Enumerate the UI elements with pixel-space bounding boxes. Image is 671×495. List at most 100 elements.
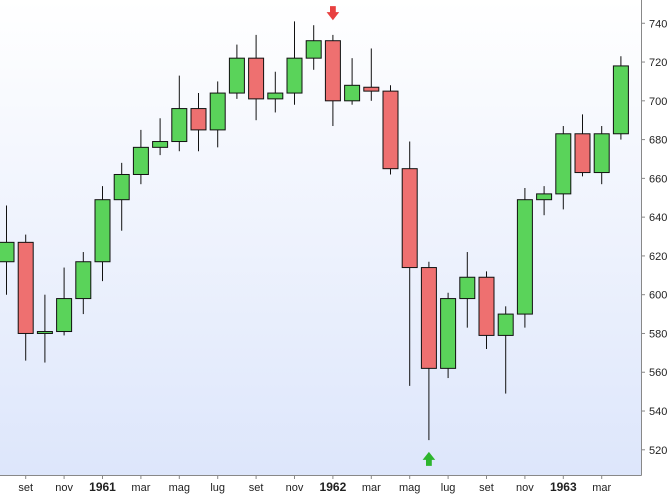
candle-1962-11 [516,188,533,328]
candle-body-down [363,86,380,92]
y-tick-label: 600 [649,290,667,302]
candle-1960-09 [17,234,34,361]
candle-1961-06 [190,93,207,152]
x-tick-label: 1963 [550,480,577,494]
candle-1961-10 [267,71,284,113]
candle-body-up [593,133,610,174]
candle-body-up [459,276,476,300]
x-axis: set nov 1961 mar mag lug set nov 1962 mar mag lug se… [18,475,612,494]
candle-body-up [267,92,284,100]
candle-1961-08 [228,44,245,99]
x-tick-label: nov [55,482,73,494]
candle-body-up [171,108,188,143]
candle-1962-04 [382,85,399,175]
y-tick-label: 660 [649,173,667,185]
candle-1963-04 [612,56,629,140]
candle-1962-02 [344,58,361,105]
y-axis: 520 540 560 580 600 620 640 660 680 700 720 740 [641,18,667,457]
candle-1961-12 [305,25,322,70]
candle-1960-10 [36,294,53,363]
candle-1961-02 [113,162,130,231]
candle-body-up [152,141,169,148]
candle-body-down [478,276,495,336]
up-arrow-icon [422,451,436,466]
candle-body-down [248,57,265,100]
candle-1961-01 [94,186,111,282]
x-tick-label: set [479,482,494,494]
candle-body-up [132,146,149,175]
x-tick-label: 1962 [320,480,347,494]
candle-body-up [94,199,111,263]
x-tick-label: mar [592,482,611,494]
candle-body-up [536,193,553,201]
x-tick-label: mar [131,482,150,494]
candle-body-down [401,168,418,269]
candle-1961-03 [132,129,149,185]
candle-body-up [440,298,457,369]
candle-body-up [612,65,629,135]
candles-layer [0,21,629,441]
x-tick-label: mag [399,482,420,494]
candle-body-up [56,298,73,333]
candle-1960-11 [56,267,73,336]
candle-1962-05 [401,141,418,386]
candle-body-down [574,133,591,174]
candle-1962-01 [324,34,341,127]
y-tick-label: 640 [649,212,667,224]
candle-body-up [305,40,322,59]
candle-body-up [75,261,92,300]
x-tick-label: lug [210,482,225,494]
candle-1962-08 [459,252,476,328]
y-tick-label: 680 [649,135,667,147]
candle-body-down [382,90,399,170]
candle-body-up [344,84,361,102]
candle-body-up [497,313,514,336]
y-tick-label: 620 [649,251,667,263]
y-tick-label: 740 [649,18,667,30]
down-arrow-icon [326,6,340,21]
candle-1962-12 [536,186,553,216]
signal-markers [326,6,436,466]
candle-1961-07 [209,81,226,148]
candle-body-up [286,57,303,94]
x-tick-label: nov [286,482,304,494]
candle-1961-04 [152,118,169,156]
candle-1962-07 [440,292,457,379]
candle-body-up [209,92,226,131]
x-tick-label: mar [362,482,381,494]
candle-1962-03 [363,48,380,101]
x-tick-label: nov [516,482,534,494]
candle-1960-08 [0,205,15,295]
y-tick-label: 700 [649,96,667,108]
candle-body-up [555,133,572,195]
candle-1962-06 [420,261,437,441]
x-tick-label: 1961 [89,480,116,494]
y-tick-label: 520 [649,445,667,457]
x-tick-label: set [249,482,264,494]
candle-1963-01 [555,126,572,210]
y-tick-label: 720 [649,57,667,69]
y-tick-label: 580 [649,328,667,340]
candle-body-up [36,331,53,334]
candle-1963-03 [593,126,610,185]
x-tick-label: set [18,482,33,494]
candle-1962-10 [497,306,514,394]
candle-1960-12 [75,252,92,315]
x-tick-label: lug [441,482,456,494]
candle-1963-02 [574,114,591,177]
candle-1961-09 [248,34,265,121]
y-tick-label: 560 [649,367,667,379]
candle-body-down [190,108,207,131]
candle-body-up [228,57,245,94]
candle-1962-09 [478,271,495,349]
candle-body-down [420,267,437,369]
x-tick-label: mag [169,482,190,494]
candle-body-down [324,40,341,102]
candle-body-up [516,199,533,315]
candle-1961-11 [286,21,303,105]
candle-body-down [17,241,34,334]
candle-body-up [113,173,130,201]
y-tick-label: 540 [649,406,667,418]
candle-1961-05 [171,75,188,152]
